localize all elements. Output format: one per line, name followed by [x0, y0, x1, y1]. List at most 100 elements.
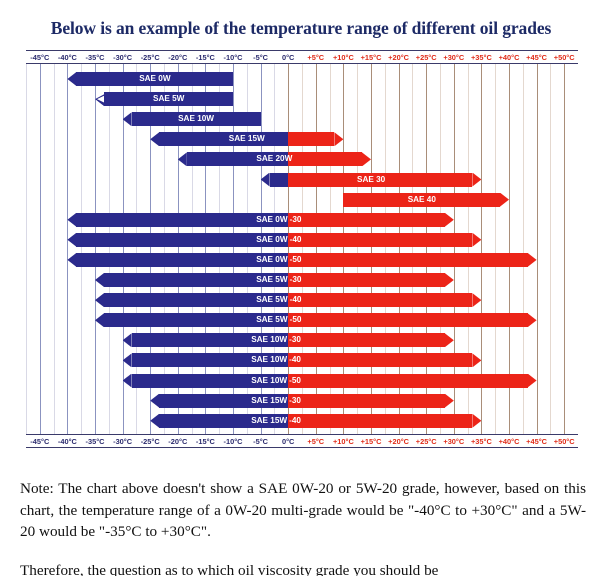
axis-tick-label: +5°C: [307, 53, 325, 62]
chart-bar-row: SAE 5W -50: [26, 313, 578, 328]
gridline-major: [454, 64, 455, 435]
bar-segment-hot: [288, 413, 473, 428]
bar-label-weight: -50: [289, 375, 301, 385]
axis-tick-label: +20°C: [388, 437, 410, 446]
bar-left-arrow: [122, 333, 132, 348]
chart-bar-row: SAE 0W -50: [26, 252, 578, 267]
chart-bar-row: SAE 20W: [26, 152, 578, 167]
bar-segment-cold: [104, 92, 233, 107]
axis-tick-label: 0°C: [281, 437, 295, 446]
bar-label-weight: -40: [289, 415, 301, 425]
bar-label-grade: SAE 10W: [251, 375, 288, 385]
bar-segment-cold: [76, 72, 233, 86]
chart-bar-row: SAE 5W -40: [26, 293, 578, 308]
gridline-minor: [26, 64, 27, 435]
axis-tick-label: -25°C: [140, 437, 160, 446]
bar-label-grade: SAE 5W: [153, 94, 185, 104]
gridline-minor: [192, 64, 193, 435]
bar-segment-cold: [159, 413, 289, 428]
bar-label: SAE 40: [408, 193, 436, 207]
bar-segment-cold: [269, 172, 289, 187]
axis-tick-label: +35°C: [470, 53, 492, 62]
bar-label: SAE 10W -40: [251, 353, 301, 367]
bar-segment-hot: [288, 353, 473, 368]
axis-tick-label: -30°C: [113, 437, 133, 446]
gridline-minor: [357, 64, 358, 435]
axis-tick-label: +45°C: [526, 53, 548, 62]
gridline-minor: [550, 64, 551, 435]
bar-segment-hot: [288, 393, 445, 408]
axis-tick-label: -45°C: [30, 437, 50, 446]
gridline-minor: [136, 64, 137, 435]
chart-bar-row: SAE 0W -40: [26, 232, 578, 247]
bar-right-arrow: [500, 192, 509, 207]
bar-right-arrow: [527, 252, 537, 267]
bar-left-arrow: [122, 373, 132, 388]
gridline-minor: [468, 64, 469, 435]
bar-segment-hot: [288, 152, 362, 167]
bar-right-arrow: [527, 373, 537, 388]
bar-label: SAE 15W: [229, 132, 265, 146]
gridline-minor: [302, 64, 303, 435]
bar-segment-hot: [288, 212, 445, 227]
bar-segment-hot: [288, 273, 445, 287]
chart-bar-row: SAE 40: [26, 192, 578, 207]
axis-tick-label: -20°C: [168, 437, 188, 446]
bar-label-weight: -40: [289, 234, 302, 244]
bar-segment-hot: [343, 192, 500, 207]
bar-label-grade: SAE 15W: [251, 415, 288, 425]
bar-right-arrow: [362, 152, 371, 167]
chart-bar-row: SAE 30: [26, 172, 578, 187]
axis-tick-label: -25°C: [140, 53, 160, 62]
bar-segment-hot: [288, 293, 473, 308]
chart-bar-row: SAE 0W: [26, 72, 578, 86]
bar-left-arrow: [150, 132, 160, 147]
axis-tick-label: -20°C: [168, 53, 188, 62]
gridline-minor: [412, 64, 413, 435]
bar-left-arrow: [177, 152, 187, 167]
chart-bar-row: SAE 5W -30: [26, 273, 578, 287]
axis-tick-label: -45°C: [30, 53, 50, 62]
bar-right-arrow: [444, 333, 454, 348]
bar-label-grade: SAE 5W: [256, 295, 288, 305]
axis-tick-label: +25°C: [415, 437, 437, 446]
bar-segment-cold: [131, 353, 289, 368]
bar-segment-cold: [104, 313, 289, 328]
gridline-minor: [330, 64, 331, 435]
bar-label-grade: SAE 5W: [256, 315, 288, 325]
bar-segment-hot: [288, 313, 528, 328]
bar-left-arrow: [67, 212, 77, 227]
bar-label: SAE 0W -30: [256, 213, 301, 227]
gridline-minor: [247, 64, 248, 435]
bar-label-grade: SAE 0W: [139, 74, 171, 83]
bar-label-weight: -40: [289, 355, 301, 365]
gridline-major: [288, 64, 289, 435]
bar-label-grade: SAE 40: [407, 194, 436, 204]
chart-bar-row: SAE 15W -40: [26, 413, 578, 428]
axis-tick-label: +5°C: [307, 437, 325, 446]
axis-tick-label: +20°C: [388, 53, 410, 62]
axis-tick-label: -10°C: [223, 437, 243, 446]
axis-tick-label: -15°C: [195, 437, 215, 446]
gridline-major: [343, 64, 344, 435]
chart-bar-row: SAE 15W: [26, 132, 578, 147]
bar-segment-cold: [186, 152, 289, 167]
bar-segment-cold: [76, 232, 289, 247]
bar-segment-hot: [288, 252, 528, 267]
chart-bar-row: SAE 15W -30: [26, 393, 578, 408]
bar-left-arrow: [67, 72, 77, 86]
gridline-major: [564, 64, 565, 435]
chart-axis-top: -45°C -40°C -35°C -30°C -25°C -20°C -15°C -10°C…: [26, 51, 578, 64]
bar-segment-cold: [131, 112, 261, 127]
gridline-major: [95, 64, 96, 435]
gridline-minor: [81, 64, 82, 435]
gridline-minor: [219, 64, 220, 435]
bar-segment-hot: [288, 172, 473, 187]
bar-label-grade: SAE 10W: [178, 114, 215, 124]
axis-tick-label: -35°C: [85, 437, 105, 446]
gridline-minor: [274, 64, 275, 435]
axis-tick-label: +45°C: [526, 437, 548, 446]
axis-tick-label: +40°C: [498, 437, 520, 446]
bar-segment-cold: [104, 273, 289, 287]
axis-tick-label: +10°C: [332, 437, 354, 446]
